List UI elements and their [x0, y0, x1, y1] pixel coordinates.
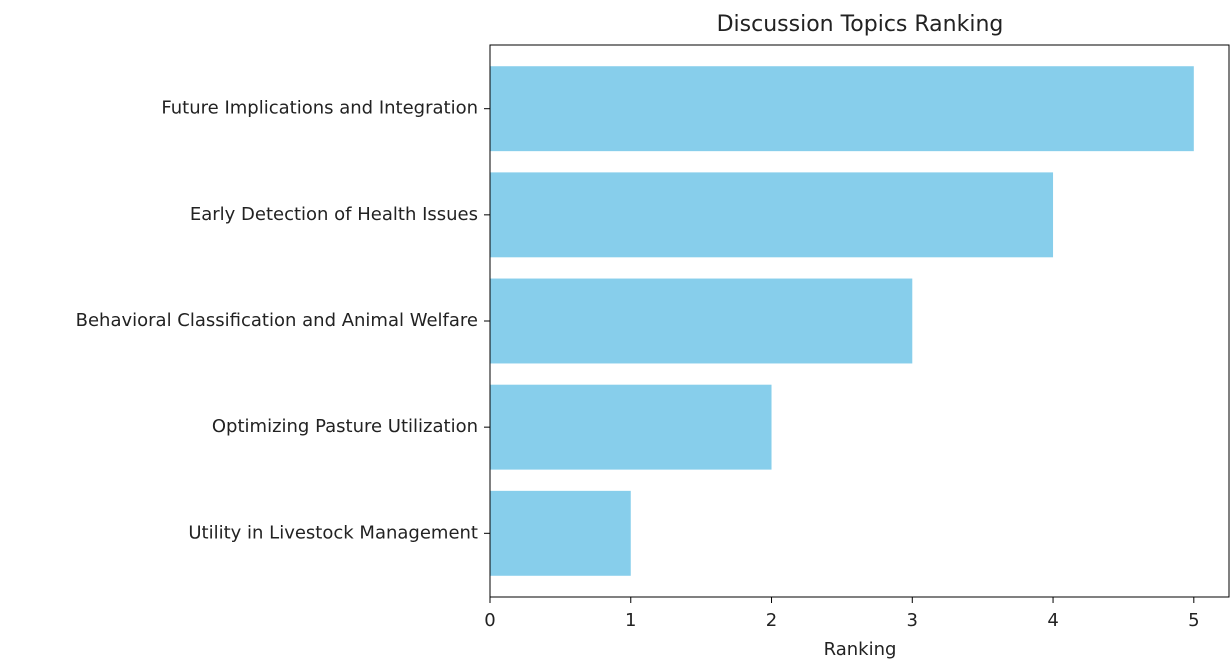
x-tick-label: 4 [1047, 610, 1058, 631]
bar [490, 384, 772, 470]
chart-title: Discussion Topics Ranking [717, 12, 1004, 37]
y-tick-label: Early Detection of Health Issues [190, 204, 478, 225]
plot-frame [489, 44, 1230, 598]
y-tick-label: Future Implications and Integration [161, 98, 478, 119]
x-axis-label: Ranking [824, 639, 897, 660]
y-tick-label: Optimizing Pasture Utilization [212, 416, 478, 437]
bar [490, 66, 1194, 152]
x-tick-label: 5 [1188, 610, 1199, 631]
x-tick-label: 0 [484, 610, 495, 631]
x-tick-label: 1 [625, 610, 636, 631]
bar [490, 490, 631, 576]
y-tick-label: Utility in Livestock Management [188, 522, 478, 543]
x-tick-label: 2 [766, 610, 777, 631]
x-tick-label: 3 [907, 610, 918, 631]
bar [490, 278, 913, 364]
bar [490, 172, 1054, 258]
y-tick-label: Behavioral Classification and Animal Wel… [76, 310, 478, 331]
